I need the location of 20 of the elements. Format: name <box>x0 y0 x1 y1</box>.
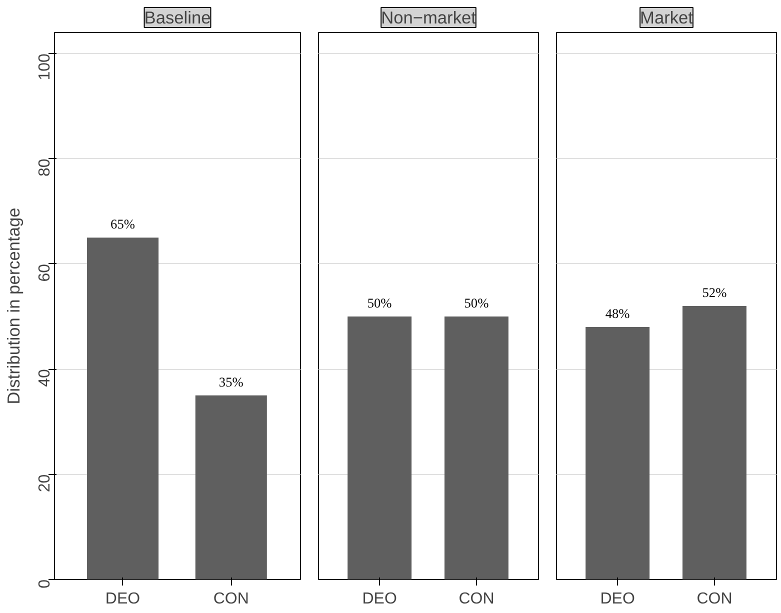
data-label: 65% <box>110 216 135 232</box>
y-tick-label: 20 <box>36 474 54 492</box>
data-label: 35% <box>218 374 244 390</box>
x-tick-label: DEO <box>105 590 140 608</box>
y-axis-title: Distribution in percentage <box>4 208 24 404</box>
data-label: 52% <box>702 285 727 300</box>
y-tick-label: 0 <box>36 579 54 588</box>
x-tick-label: DEO <box>600 590 635 608</box>
y-tick-label: 100 <box>36 53 54 80</box>
x-tick-label: CON <box>213 590 249 608</box>
x-tick-label: CON <box>458 590 494 608</box>
x-tick-label: CON <box>696 590 732 608</box>
y-tick-label: 80 <box>36 158 54 177</box>
y-tick-label: 60 <box>36 264 54 282</box>
x-tick-label: DEO <box>362 590 397 608</box>
data-label: 50% <box>367 296 392 311</box>
y-tick-label: 40 <box>36 369 54 387</box>
data-label: 48% <box>605 306 630 322</box>
chart-title: Baseline <box>144 8 211 28</box>
data-label: 50% <box>464 296 489 311</box>
